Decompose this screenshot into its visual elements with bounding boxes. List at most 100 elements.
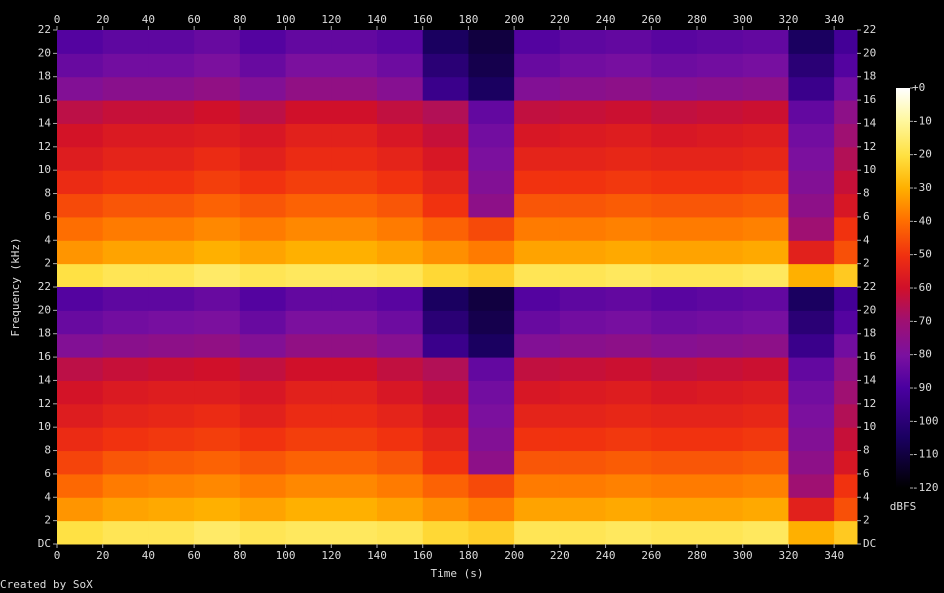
spectrogram-cell <box>651 310 698 335</box>
x-tick-label: 200 <box>504 13 524 26</box>
colorbar <box>896 88 910 488</box>
spectrogram-cell <box>697 497 744 522</box>
spectrogram-cell <box>148 146 195 171</box>
spectrogram-cell <box>377 427 424 452</box>
spectrogram-cell <box>285 240 332 265</box>
colorbar-tick-label: -20 <box>912 148 932 161</box>
spectrogram-cell <box>742 146 789 171</box>
spectrogram-cell <box>422 427 469 452</box>
x-tick-label: 320 <box>778 549 798 562</box>
spectrogram-cell <box>468 450 515 475</box>
spectrogram-cell <box>377 216 424 241</box>
x-tick-label: 20 <box>96 549 109 562</box>
spectrogram-cell <box>742 30 789 54</box>
spectrogram-cell <box>194 380 241 405</box>
spectrogram-cell <box>514 333 561 358</box>
spectrogram-cell <box>788 170 835 195</box>
spectrogram-cell <box>102 53 149 78</box>
spectrogram-cell <box>102 520 149 545</box>
y-tick-label: 20 <box>863 46 876 59</box>
spectrogram-cell <box>742 193 789 218</box>
spectrogram-cell <box>559 146 607 171</box>
spectrogram-cell <box>57 357 104 381</box>
spectrogram-cell <box>194 427 241 452</box>
spectrogram-cell <box>468 193 515 218</box>
spectrogram-cell <box>377 76 424 101</box>
x-tick-label: 260 <box>641 549 661 562</box>
x-tick-label: 40 <box>142 549 155 562</box>
spectrogram-cell <box>239 473 287 498</box>
spectrogram-cell <box>514 193 561 218</box>
colorbar-tick-label: -60 <box>912 281 932 294</box>
spectrogram-cell <box>788 497 835 522</box>
spectrogram-cell <box>605 450 652 475</box>
spectrogram-cell <box>239 76 287 101</box>
spectrogram-cell <box>285 263 332 288</box>
spectrogram-cell <box>651 287 698 311</box>
spectrogram-cell <box>514 53 561 78</box>
spectrogram-cell <box>742 216 789 241</box>
spectrogram-cell <box>514 450 561 475</box>
spectrogram-cell <box>651 520 698 545</box>
y-tick-label: 4 <box>863 490 870 503</box>
y-tick-label: 14 <box>863 373 877 386</box>
spectrogram-cell <box>742 76 789 101</box>
spectrogram-cell <box>377 123 424 148</box>
spectrogram-cell <box>102 310 149 335</box>
spectrogram-cell <box>559 287 607 311</box>
y-tick-label: 18 <box>38 70 51 83</box>
spectrogram-cell <box>331 30 378 54</box>
spectrogram-cell <box>468 53 515 78</box>
spectrogram-cell <box>377 240 424 265</box>
spectrogram-cell <box>57 146 104 171</box>
spectrogram-cell <box>468 333 515 358</box>
spectrogram-cell <box>102 450 149 475</box>
y-tick-label: 12 <box>863 140 876 153</box>
spectrogram-cell <box>834 170 858 195</box>
x-tick-label: 100 <box>276 13 296 26</box>
spectrogram-cell <box>148 450 195 475</box>
spectrogram-cell <box>788 263 835 288</box>
spectrogram-cell <box>57 497 104 522</box>
spectrogram-cell <box>651 146 698 171</box>
y-tick-label: 4 <box>863 233 870 246</box>
spectrogram-cell <box>697 380 744 405</box>
spectrogram-cell <box>148 193 195 218</box>
spectrogram-cell <box>239 520 287 545</box>
spectrogram-cell <box>148 497 195 522</box>
spectrogram-cell <box>651 357 698 381</box>
y-tick-label: 22 <box>863 23 876 36</box>
y-tick-label: 2 <box>44 257 51 270</box>
x-tick-label: 140 <box>367 13 387 26</box>
spectrogram-cell <box>331 450 378 475</box>
x-tick-label: 20 <box>96 13 109 26</box>
spectrogram-cell <box>468 30 515 54</box>
spectrogram-cell <box>285 310 332 335</box>
colorbar-tick-label: -110 <box>912 448 939 461</box>
y-tick-label: 2 <box>863 514 870 527</box>
spectrogram-cell <box>651 240 698 265</box>
spectrogram-cell <box>285 403 332 428</box>
x-tick-label: 340 <box>824 13 844 26</box>
x-axis-title: Time (s) <box>431 567 484 580</box>
spectrogram-cell <box>697 216 744 241</box>
x-tick-label: 200 <box>504 549 524 562</box>
spectrogram-cell <box>742 310 789 335</box>
spectrogram-cell <box>742 333 789 358</box>
spectrogram-cell <box>239 170 287 195</box>
spectrogram-cell <box>57 333 104 358</box>
spectrogram-cell <box>57 427 104 452</box>
colorbar-tick-label: -40 <box>912 214 932 227</box>
x-tick-label: 320 <box>778 13 798 26</box>
x-tick-label: 260 <box>641 13 661 26</box>
y-tick-label: 20 <box>38 46 51 59</box>
spectrogram-cell <box>422 216 469 241</box>
spectrogram-cell <box>697 76 744 101</box>
spectrogram-cell <box>834 310 858 335</box>
y-tick-label: 14 <box>38 116 52 129</box>
spectrogram-cell <box>651 473 698 498</box>
spectrogram-cell <box>194 146 241 171</box>
spectrogram-cell <box>651 53 698 78</box>
spectrogram-cell <box>468 427 515 452</box>
x-tick-label: 0 <box>54 13 61 26</box>
